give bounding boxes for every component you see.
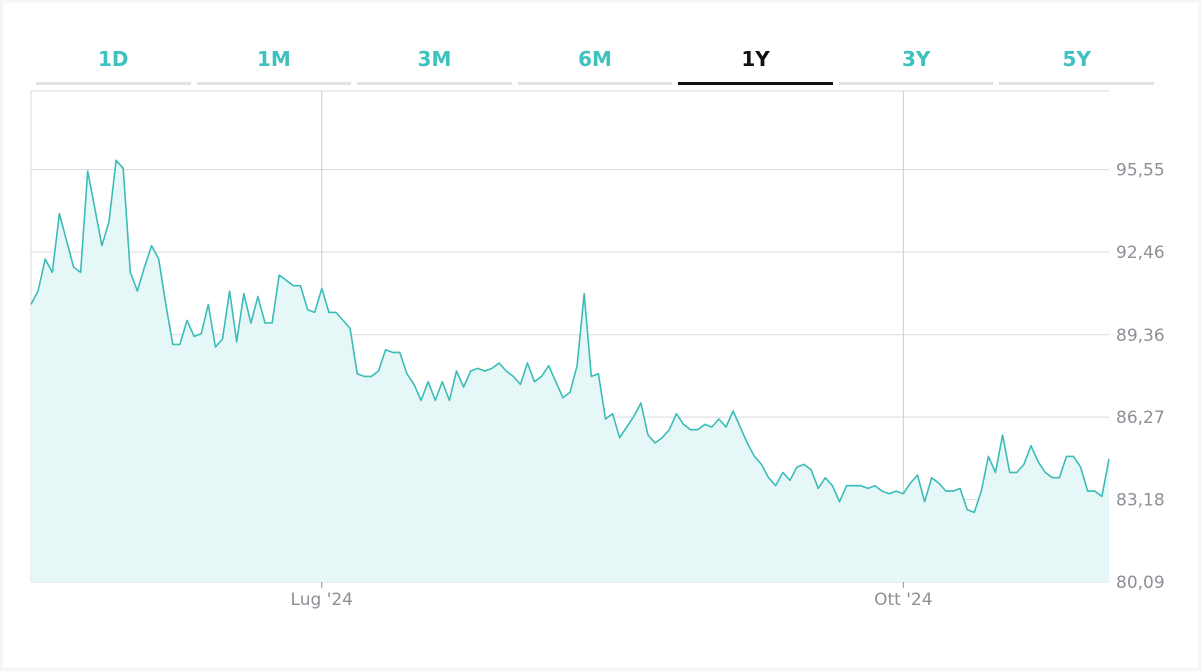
timeframe-tabs: 1D 1M 3M 6M 1Y 3Y 5Y [36,39,1155,87]
tab-1m[interactable]: 1M [196,39,352,87]
tab-underline [196,82,352,85]
tab-label: 1M [256,47,291,71]
tab-3y[interactable]: 3Y [838,39,994,87]
y-tick-label: 86,27 [1116,408,1165,428]
tab-label: 1Y [741,47,770,71]
x-tick-label: Ott '24 [874,590,932,610]
tab-1y[interactable]: 1Y [678,39,833,87]
tab-1d[interactable]: 1D [36,39,191,87]
tab-underline [838,82,994,85]
tab-label: 3Y [901,47,931,71]
tab-label: 1D [98,47,129,71]
tab-underline [999,82,1155,85]
tab-label: 5Y [1062,47,1091,71]
tab-underline [517,82,673,85]
x-tick-label: Lug '24 [291,590,353,610]
tab-underline [357,82,512,85]
y-tick-label: 95,55 [1116,161,1165,181]
tab-5y[interactable]: 5Y [999,39,1155,87]
tab-label: 6M [578,47,612,71]
y-tick-label: 92,46 [1116,243,1165,263]
price-line [30,159,1110,514]
y-tick-label: 80,09 [1116,573,1165,593]
tab-underline [36,82,191,85]
tab-6m[interactable]: 6M [517,39,673,87]
tab-underline [678,82,833,85]
price-area [31,160,1109,583]
tab-label: 3M [417,47,452,71]
tab-3m[interactable]: 3M [357,39,512,87]
y-tick-label: 89,36 [1116,326,1165,346]
y-tick-label: 83,18 [1116,491,1165,511]
